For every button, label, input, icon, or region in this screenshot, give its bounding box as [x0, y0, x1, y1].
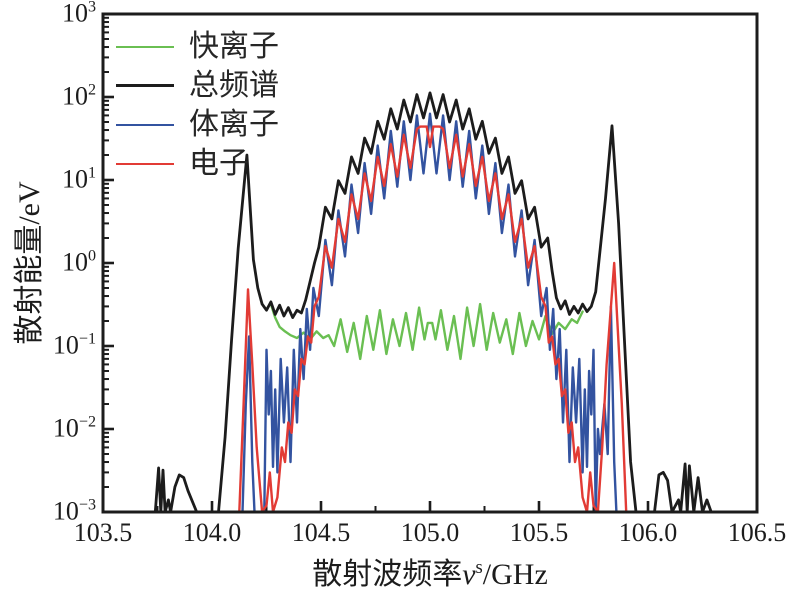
series-total-spectrum — [101, 91, 759, 514]
legend-item-fast-ions: 快离子 — [116, 27, 279, 66]
x-tick-label: 105.5 — [509, 518, 569, 547]
y-axis-title: 散射能量/eV — [13, 181, 46, 345]
legend-item-electrons: 电子 — [116, 144, 279, 183]
x-tick-label: 103.5 — [73, 518, 133, 547]
y-tick-base: 10 — [61, 164, 88, 194]
y-tick-exp: 3 — [87, 0, 96, 16]
x-tick-label: 105.0 — [400, 518, 460, 547]
y-tick-label: 10−1 — [0, 330, 96, 360]
y-tick-exp: 1 — [87, 164, 96, 182]
x-axis-title: 散射波频率νs/GHz — [312, 549, 548, 593]
legend-label: 总频谱 — [189, 68, 279, 102]
legend-item-bulk-ions: 体离子 — [116, 105, 279, 144]
total-spectrum-line-swatch — [116, 84, 174, 87]
series-bulk-ions — [101, 112, 759, 514]
y-tick-base: 10 — [52, 496, 79, 526]
electrons-line-swatch — [116, 162, 174, 165]
y-tick-label: 103 — [0, 0, 96, 28]
y-tick-label: 102 — [0, 81, 96, 111]
y-tick-base: 10 — [52, 330, 79, 360]
y-tick-exp: 2 — [87, 81, 96, 99]
y-tick-base: 10 — [61, 247, 88, 277]
y-tick-base: 10 — [61, 0, 88, 28]
nu-superscript: s — [475, 557, 483, 578]
nu-symbol: ν — [462, 558, 476, 591]
legend-label: 电子 — [189, 146, 249, 180]
bulk-ions-line-swatch — [116, 123, 174, 126]
y-tick-exp: −3 — [78, 496, 96, 514]
y-tick-exp: 0 — [87, 247, 96, 265]
y-tick-label: 100 — [0, 247, 96, 277]
series-electrons — [101, 125, 759, 514]
x-axis-unit: /GHz — [482, 558, 548, 591]
legend: 快离子 总频谱 体离子 电子 — [116, 27, 279, 183]
y-tick-label: 10−2 — [0, 413, 96, 443]
plot-frame — [101, 12, 759, 514]
x-tick-label: 104.5 — [291, 518, 351, 547]
y-tick-base: 10 — [61, 81, 88, 111]
legend-item-total-spectrum: 总频谱 — [116, 66, 279, 105]
plot-curves — [101, 91, 759, 514]
x-axis-title-text: 散射波频率 — [312, 558, 463, 591]
legend-label: 快离子 — [189, 29, 279, 63]
y-tick-label: 101 — [0, 164, 96, 194]
y-tick-label: 10−3 — [0, 496, 96, 526]
y-tick-base: 10 — [52, 413, 79, 443]
x-tick-label: 106.5 — [727, 518, 787, 547]
series-fast-ions — [269, 302, 584, 361]
x-tick-label: 106.0 — [618, 518, 678, 547]
y-tick-exp: −2 — [78, 413, 96, 431]
fast-ions-line-swatch — [116, 45, 174, 48]
y-tick-exp: −1 — [78, 330, 96, 348]
x-tick-label: 104.0 — [182, 518, 242, 547]
legend-label: 体离子 — [189, 107, 279, 141]
